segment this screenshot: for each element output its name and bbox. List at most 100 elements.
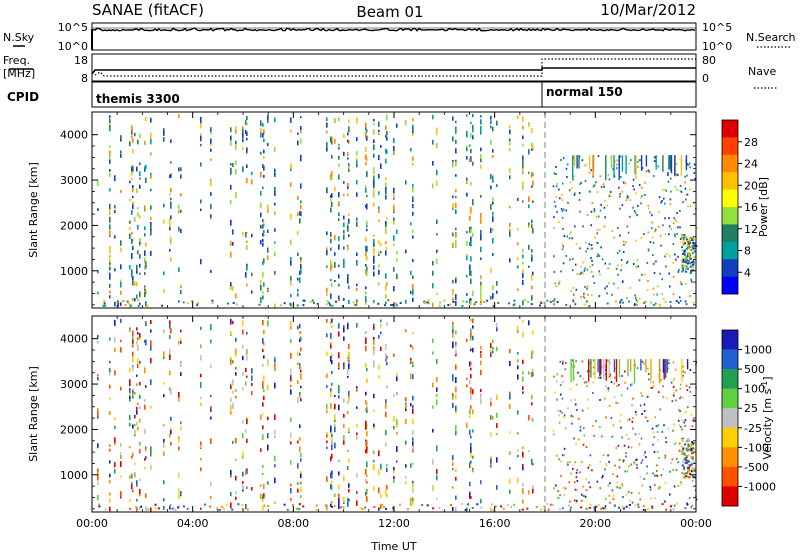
range-cell <box>647 373 650 375</box>
range-cell <box>561 411 563 414</box>
range-cell <box>556 409 559 412</box>
range-cell <box>251 383 253 386</box>
range-cell <box>163 442 165 448</box>
range-cell <box>492 304 495 307</box>
range-cell <box>621 155 624 172</box>
range-cell <box>677 461 679 464</box>
range-cell <box>652 443 654 446</box>
range-cell <box>659 272 661 275</box>
range-cell <box>200 208 202 211</box>
range-cell <box>660 244 662 247</box>
range-cell <box>196 303 199 306</box>
colorbar-tick-label: -100 <box>744 441 769 454</box>
range-cell <box>629 359 632 372</box>
range-cell <box>109 230 111 236</box>
range-cell <box>356 406 358 409</box>
range-cell <box>452 232 454 237</box>
range-cell <box>687 163 690 166</box>
nsky-tick-high: 10^5 <box>58 21 88 34</box>
range-cell <box>178 488 180 494</box>
range-cell <box>396 123 398 128</box>
range-cell <box>452 289 454 292</box>
range-cell <box>230 356 232 360</box>
range-cell <box>517 288 519 291</box>
range-cell <box>582 225 584 228</box>
range-cell <box>452 324 454 330</box>
range-cell <box>410 373 412 380</box>
range-cell <box>196 302 199 305</box>
range-cell <box>150 357 152 364</box>
range-cell <box>635 265 637 268</box>
range-cell <box>597 155 600 158</box>
range-cell <box>654 228 657 231</box>
range-cell <box>455 294 457 300</box>
range-cell <box>655 470 658 472</box>
range-cell <box>365 408 367 412</box>
range-cell <box>595 420 597 423</box>
range-cell <box>412 346 414 350</box>
range-cell <box>297 132 299 136</box>
range-cell <box>120 189 122 193</box>
range-cell <box>633 188 635 191</box>
range-cell <box>522 300 524 306</box>
range-cell <box>490 350 492 355</box>
range-cell <box>555 196 558 198</box>
range-cell <box>297 482 299 485</box>
range-cell <box>348 168 350 172</box>
range-cell <box>139 243 141 247</box>
range-cell <box>672 379 675 382</box>
range-cell <box>331 201 333 207</box>
range-cell <box>612 168 614 171</box>
range-cell <box>558 188 560 191</box>
range-cell <box>556 398 558 401</box>
colorbar-tick-label: 100 <box>744 383 765 396</box>
range-cell <box>452 291 454 296</box>
range-cell <box>576 155 578 169</box>
range-cell <box>470 405 472 409</box>
velocity-colorbar-title: Velocity [m s-1] <box>760 376 774 459</box>
range-cell <box>356 283 358 287</box>
range-cell <box>230 502 232 509</box>
range-cell <box>647 207 650 210</box>
range-cell <box>455 232 457 238</box>
range-cell <box>262 363 264 368</box>
range-cell <box>693 242 696 245</box>
range-cell <box>129 180 131 184</box>
range-cell <box>343 362 345 367</box>
range-cell <box>469 159 471 163</box>
range-cell <box>497 301 500 304</box>
range-cell <box>200 116 202 123</box>
range-cell <box>334 417 336 423</box>
range-cell <box>230 358 232 363</box>
range-cell <box>412 405 414 409</box>
range-cell <box>373 450 375 455</box>
range-cell <box>492 126 494 132</box>
range-cell <box>628 162 630 165</box>
range-cell <box>129 388 131 394</box>
range-cell <box>348 427 350 432</box>
range-cell <box>114 417 116 421</box>
range-cell <box>242 420 244 424</box>
range-cell <box>587 466 590 469</box>
range-cell <box>584 286 586 289</box>
range-cell <box>380 163 382 169</box>
range-cell <box>366 203 368 210</box>
range-cell <box>299 270 301 276</box>
range-cell <box>522 482 524 487</box>
range-cell <box>242 329 244 335</box>
range-cell <box>682 244 685 247</box>
range-cell <box>178 397 180 402</box>
range-cell <box>334 234 336 241</box>
range-cell <box>596 480 599 483</box>
range-cell <box>436 249 438 253</box>
range-cell <box>137 426 139 431</box>
range-cell <box>132 333 134 340</box>
range-cell <box>472 135 474 140</box>
range-cell <box>490 115 492 120</box>
range-cell <box>688 242 691 245</box>
range-cell <box>117 304 119 307</box>
range-cell <box>574 488 577 491</box>
range-cell <box>570 472 572 475</box>
range-cell <box>455 364 457 370</box>
range-cell <box>436 497 438 500</box>
